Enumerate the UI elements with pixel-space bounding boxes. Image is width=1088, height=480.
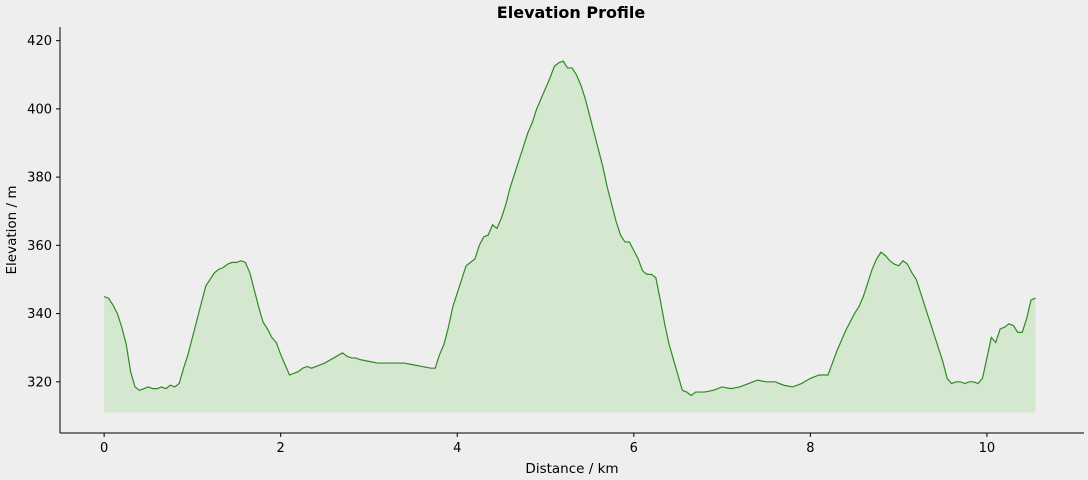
y-tick-label: 360: [27, 239, 52, 254]
x-tick-label: 6: [630, 441, 638, 456]
y-tick-label: 420: [27, 34, 52, 49]
x-tick-label: 4: [453, 441, 461, 456]
x-tick-label: 8: [806, 441, 814, 456]
x-axis-label: Distance / km: [525, 461, 618, 477]
y-tick-label: 340: [27, 307, 52, 322]
chart-title: Elevation Profile: [497, 3, 646, 22]
y-tick-label: 320: [27, 375, 52, 390]
y-axis-label: Elevation / m: [4, 186, 20, 275]
x-axis-ticks: 0 2 4 6 8 10: [100, 433, 995, 456]
y-axis-ticks: 320 340 360 380 400 420: [27, 34, 60, 390]
elevation-area-fill: [104, 61, 1036, 413]
x-tick-label: 0: [100, 441, 108, 456]
plot-area: [103, 60, 1036, 413]
x-tick-label: 2: [277, 441, 285, 456]
y-tick-label: 380: [27, 171, 52, 186]
x-tick-label: 10: [979, 441, 996, 456]
elevation-line: [103, 60, 1036, 397]
y-tick-label: 400: [27, 102, 52, 117]
